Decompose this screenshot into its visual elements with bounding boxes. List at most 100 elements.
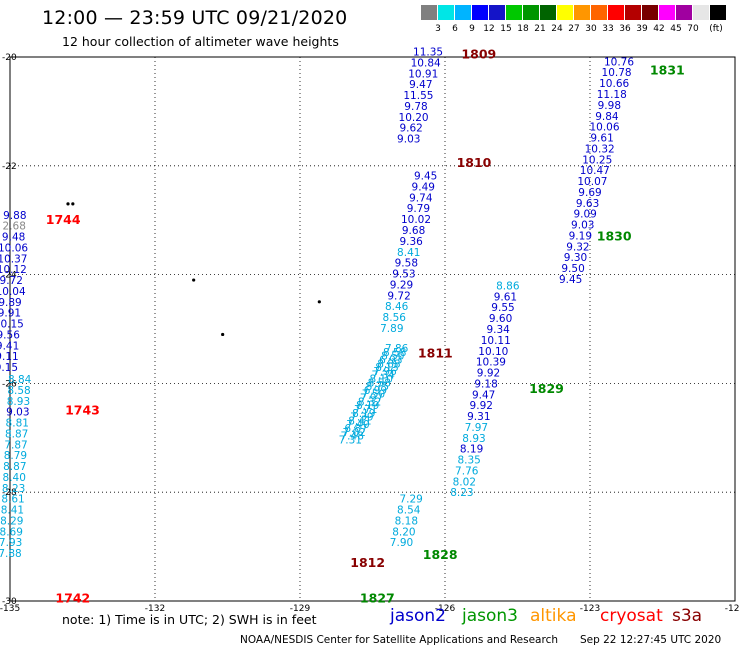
- wave-height-value: 9.48: [2, 232, 25, 244]
- wave-height-value: 8.32: [358, 396, 381, 408]
- wave-height-value: 9.62: [399, 123, 422, 135]
- pass-time-label: 1827: [360, 590, 395, 605]
- wave-height-value: 9.49: [412, 181, 435, 193]
- colorbar-swatch: [676, 5, 692, 20]
- footnote: note: 1) Time is in UTC; 2) SWH is in fe…: [62, 612, 317, 627]
- pass-time-label: 1809: [461, 46, 496, 61]
- wave-height-value: 8.58: [368, 377, 391, 389]
- colorbar-swatch: [625, 5, 641, 20]
- wave-height-value: 6.93: [379, 354, 402, 366]
- colorbar-label: (ft): [709, 24, 723, 34]
- wave-height-value: 10.04: [0, 286, 26, 298]
- wave-height-value: 7.97: [465, 422, 488, 434]
- lat-tick-label: -26: [2, 379, 17, 389]
- wave-height-value: 9.03: [6, 407, 29, 419]
- lat-tick-label: -22: [2, 162, 17, 172]
- colorbar-label: 6: [452, 24, 458, 34]
- wave-height-value: 8.86: [496, 280, 520, 292]
- wave-height-value: 9.15: [0, 362, 18, 374]
- wave-height-value: 9.31: [467, 411, 490, 423]
- colorbar-swatch: [710, 5, 726, 20]
- lon-tick-label: -129: [290, 604, 311, 614]
- wave-height-value: 10.20: [399, 112, 429, 124]
- pass-time-label: 1811: [418, 345, 453, 360]
- colorbar-swatch: [642, 5, 658, 20]
- wave-height-value: 10.84: [411, 57, 441, 69]
- wave-height-value: 9.50: [561, 263, 584, 275]
- wave-height-value: 8.56: [383, 312, 407, 324]
- wave-height-value: 8.41: [1, 505, 24, 517]
- colorbar-label: 42: [653, 24, 665, 34]
- wave-height-value: 8.79: [4, 450, 27, 462]
- wave-height-value: 11.18: [597, 89, 627, 101]
- pass-time-label: 1830: [597, 229, 632, 244]
- wave-height-value: 8.19: [352, 408, 375, 420]
- wave-height-value: 8.58: [7, 385, 30, 397]
- colorbar-label: 9: [469, 24, 475, 34]
- wave-height-value: 9.63: [576, 198, 599, 210]
- colorbar-label: 70: [687, 24, 699, 34]
- wave-height-value: 9.53: [392, 269, 415, 281]
- colorbar-swatch: [659, 5, 675, 20]
- colorbar-swatch: [693, 5, 709, 20]
- wave-height-value: 8.93: [7, 396, 30, 408]
- wave-height-value: 10.25: [582, 154, 612, 166]
- pass-time-label: 1812: [350, 555, 385, 570]
- wave-height-value: 9.11: [0, 351, 19, 363]
- wave-height-value: 10.47: [580, 165, 610, 177]
- wave-height-value: 8.40: [3, 472, 26, 484]
- wave-height-value: 7.87: [4, 439, 27, 451]
- map-frame: [9, 56, 736, 602]
- colorbar-swatch: [506, 5, 522, 20]
- map-title: 12:00 — 23:59 UTC 09/21/2020: [42, 7, 348, 29]
- wave-height-value: 9.29: [390, 279, 413, 291]
- wave-height-value: 7.88: [0, 548, 22, 560]
- lon-tick-label: -120: [725, 604, 740, 614]
- wave-height-value: 10.32: [585, 143, 615, 155]
- wave-height-value: 9.92: [470, 400, 493, 412]
- wave-height-value: 8.69: [0, 526, 23, 538]
- colorbar-label: 21: [534, 24, 546, 34]
- lon-tick-label: -132: [145, 604, 165, 614]
- wave-height-value: 7.71: [354, 404, 377, 416]
- wave-height-value: 8.93: [462, 433, 485, 445]
- colorbar-swatch: [523, 5, 539, 20]
- wave-height-value: 8.19: [356, 400, 379, 412]
- lat-tick-label: -28: [2, 488, 17, 498]
- satellite-altika: altika: [530, 606, 577, 626]
- wave-height-value: 9.60: [489, 313, 512, 325]
- wave-height-value: 9.30: [564, 252, 587, 264]
- colorbar-swatch: [472, 5, 488, 20]
- wave-height-value: 9.61: [590, 133, 613, 145]
- pass-time-label: 1810: [457, 155, 492, 170]
- colorbar-swatch: [540, 5, 556, 20]
- wave-height-value: 8.23: [450, 487, 473, 499]
- wave-height-value: 9.89: [0, 297, 22, 309]
- wave-height-value: 9.19: [569, 230, 592, 242]
- wave-height-value: 9.34: [486, 324, 510, 336]
- island-mark: [317, 300, 321, 304]
- wave-height-value: 7.76: [455, 465, 479, 477]
- colorbar-label: 27: [568, 24, 580, 34]
- wave-height-value: 10.10: [478, 346, 508, 358]
- colorbar-swatch: [489, 5, 505, 20]
- wave-height-value: 9.36: [399, 236, 423, 248]
- wave-height-value: 10.78: [602, 67, 632, 79]
- wave-height-value: 8.46: [385, 301, 409, 313]
- wave-height-value: 9.47: [472, 389, 495, 401]
- colorbar-label: 15: [500, 24, 512, 34]
- pass-time-label: 1831: [650, 63, 685, 78]
- island-mark: [192, 278, 196, 282]
- colorbar-label: 3: [435, 24, 441, 34]
- wave-height-value: 7.34: [371, 370, 395, 382]
- lat-tick-label: -24: [2, 271, 17, 281]
- pass-time-label: 1829: [529, 381, 564, 396]
- wave-height-value: 8.20: [392, 526, 415, 538]
- wave-height-value: 7.86: [385, 343, 409, 355]
- map-subtitle: 12 hour collection of altimeter wave hei…: [62, 34, 339, 49]
- wave-height-value: 8.41: [348, 415, 371, 427]
- wave-height-value: 8.19: [460, 444, 483, 456]
- lat-tick-label: -30: [2, 597, 17, 607]
- pass-time-label: 1742: [55, 590, 90, 605]
